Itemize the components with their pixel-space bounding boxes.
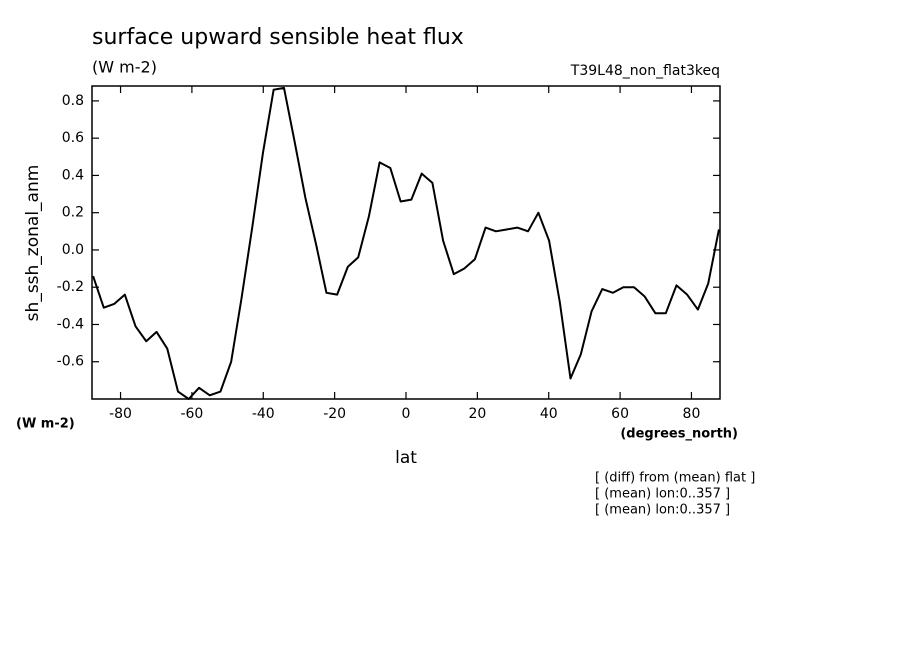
units: (W m-2)	[92, 58, 157, 77]
note: [ (mean) lon:0..357 ]	[595, 503, 730, 518]
y-tick-label: 0.4	[62, 167, 84, 183]
x-units: (degrees_north)	[620, 427, 738, 442]
x-tick-label: 0	[402, 406, 411, 422]
y-tick-label: 0.6	[62, 130, 84, 146]
y-tick-label: -0.4	[57, 316, 84, 332]
y-units: (W m-2)	[16, 417, 75, 432]
note: [ (mean) lon:0..357 ]	[595, 487, 730, 502]
y-tick-label: 0.2	[62, 205, 84, 221]
note: [ (diff) from (mean) flat ]	[595, 471, 755, 486]
x-tick-label: 60	[611, 406, 629, 422]
x-tick-label: 80	[683, 406, 701, 422]
x-tick-label: -80	[109, 406, 132, 422]
x-tick-label: -20	[323, 406, 346, 422]
x-tick-label: -60	[180, 406, 203, 422]
chart-title: surface upward sensible heat flux	[92, 25, 464, 50]
y-tick-label: 0.8	[62, 93, 84, 109]
y-tick-label: -0.6	[57, 354, 84, 370]
x-tick-label: 40	[540, 406, 558, 422]
data-line	[92, 86, 720, 400]
experiment: T39L48_non_flat3keq	[570, 63, 720, 79]
y-axis-label: sh_ssh_zonal_anm	[23, 165, 43, 322]
x-tick-label: 20	[468, 406, 486, 422]
y-tick-label: -0.2	[57, 279, 84, 295]
y-tick-label: 0.0	[62, 242, 84, 258]
x-axis-label: lat	[395, 448, 417, 468]
x-tick-label: -40	[252, 406, 275, 422]
